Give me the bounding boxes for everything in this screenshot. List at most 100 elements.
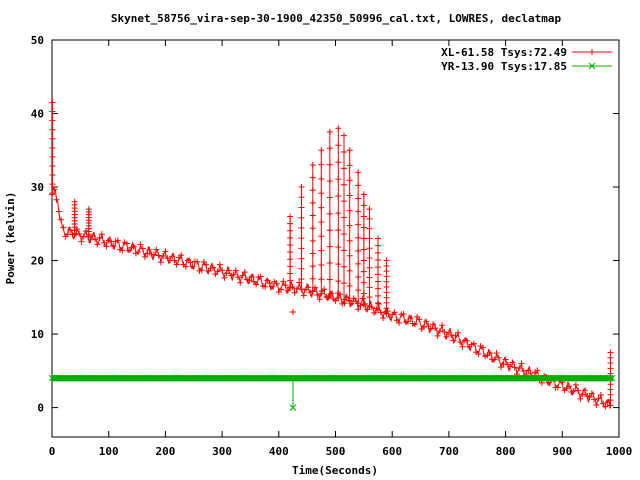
data-point (366, 303, 373, 310)
data-point (375, 264, 382, 271)
x-tick-label: 1000 (606, 445, 633, 458)
data-point (78, 238, 85, 245)
data-point (355, 208, 362, 215)
data-point (470, 340, 477, 347)
data-point (375, 235, 382, 242)
data-point (253, 281, 260, 288)
data-point (432, 325, 439, 332)
data-point (326, 243, 333, 250)
data-point (309, 263, 316, 270)
data-point (326, 227, 333, 234)
data-point (287, 234, 294, 241)
data-point (607, 402, 614, 409)
data-point (287, 213, 294, 220)
data-point (355, 195, 362, 202)
data-point (326, 128, 333, 135)
data-point (343, 294, 350, 301)
data-point (355, 221, 362, 228)
data-point (493, 350, 500, 357)
data-point (203, 261, 210, 268)
data-point (355, 234, 362, 241)
data-point (366, 225, 373, 232)
data-point (500, 361, 507, 368)
data-point (591, 396, 598, 403)
data-point (355, 287, 362, 294)
data-point (298, 245, 305, 252)
data-point (588, 390, 595, 397)
data-point (507, 363, 514, 370)
data-point (287, 241, 294, 248)
data-point (383, 262, 390, 269)
data-point (332, 297, 339, 304)
data-point (210, 264, 217, 271)
data-point (498, 364, 505, 371)
data-point (360, 290, 367, 297)
data-point (103, 243, 110, 250)
data-point (298, 194, 305, 201)
data-point (360, 246, 367, 253)
data-point (335, 176, 342, 183)
data-point (383, 268, 390, 275)
data-point (396, 319, 403, 326)
data-point (366, 294, 373, 301)
data-point (597, 392, 604, 399)
data-point (169, 253, 176, 260)
data-point (366, 245, 373, 252)
data-point (383, 294, 390, 301)
data-point (355, 182, 362, 189)
data-point (157, 259, 164, 266)
data-point (607, 349, 614, 356)
data-point (346, 147, 353, 154)
data-point (262, 283, 269, 290)
y-tick-label: 0 (37, 402, 44, 415)
data-point (375, 278, 382, 285)
data-point (607, 354, 614, 361)
data-point (346, 252, 353, 259)
data-point (360, 235, 367, 242)
data-point (366, 274, 373, 281)
data-point (287, 270, 294, 277)
data-point (60, 224, 67, 231)
y-axis-label: Power (kelvin) (4, 192, 17, 285)
data-point (318, 147, 325, 154)
data-point (606, 374, 614, 382)
data-point (162, 248, 169, 255)
data-point (130, 243, 137, 250)
data-point (391, 309, 398, 316)
data-point (55, 208, 62, 215)
data-point (341, 263, 348, 270)
data-point (282, 282, 289, 289)
data-point (278, 286, 285, 293)
data-point (335, 261, 342, 268)
data-point (589, 49, 595, 55)
data-point (326, 210, 333, 217)
data-point (375, 301, 382, 308)
data-point (67, 226, 74, 233)
data-point (289, 309, 296, 316)
data-point (607, 381, 614, 388)
data-point (588, 62, 596, 70)
data-point (407, 315, 414, 322)
data-point (360, 224, 367, 231)
data-point (346, 282, 353, 289)
data-point (355, 260, 362, 267)
y-tick-label: 40 (31, 108, 44, 121)
data-point (375, 257, 382, 264)
data-point (335, 159, 342, 166)
data-point (448, 331, 455, 338)
x-axis: 0 100 200 300 400 500 600 700 800 900 1000 (49, 40, 633, 458)
data-point (346, 162, 353, 169)
data-point (214, 268, 221, 275)
data-point (246, 277, 253, 284)
data-point (318, 204, 325, 211)
data-point (189, 263, 196, 270)
data-point (326, 194, 333, 201)
data-point (360, 301, 367, 308)
data-point (49, 190, 56, 197)
data-point (101, 239, 108, 246)
y-tick-label: 20 (31, 255, 44, 268)
data-point (316, 296, 323, 303)
data-point (335, 295, 342, 302)
data-point (341, 296, 348, 303)
data-point (287, 284, 294, 291)
